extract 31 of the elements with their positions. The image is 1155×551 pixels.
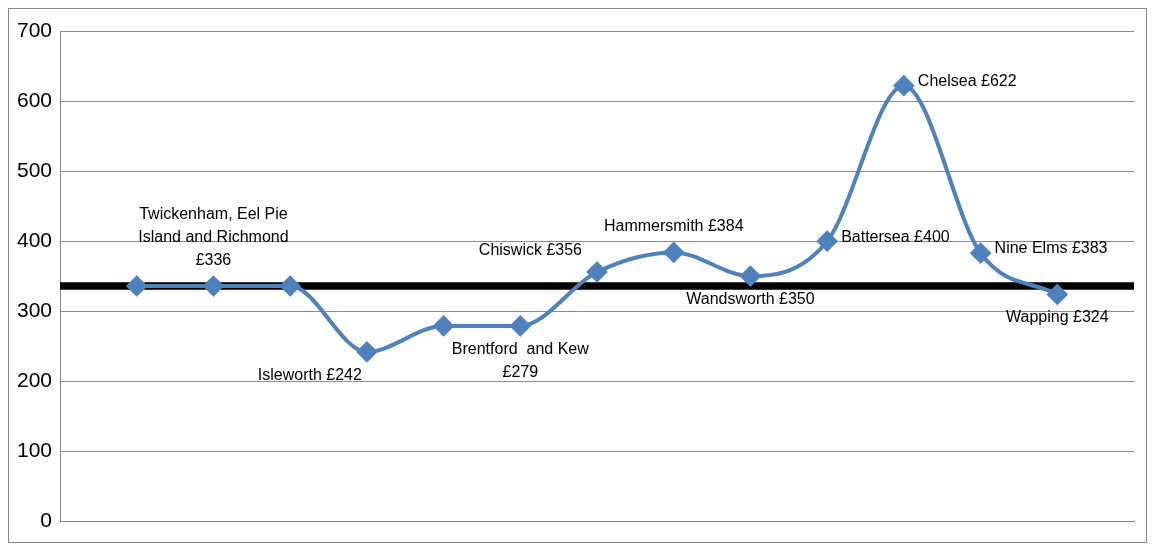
point: [663, 242, 684, 263]
point: [510, 315, 531, 336]
data-label: Wandsworth £350: [686, 290, 815, 308]
point: [970, 243, 991, 264]
point: [817, 231, 838, 252]
y-tick-label: 200: [16, 368, 53, 392]
point: [587, 262, 608, 282]
point: [203, 276, 224, 297]
data-label: Nine Elms £383: [994, 239, 1108, 257]
data-label: Chiswick £356: [478, 240, 583, 258]
data-label: Battersea £400: [841, 227, 950, 245]
data-label: Isleworth £242: [257, 365, 362, 383]
data-label: Hammersmith £384: [603, 217, 744, 235]
y-tick-label: 500: [16, 157, 53, 181]
data-label: Wapping £324: [1005, 308, 1109, 326]
data-label: Twickenham, Eel Pie Island and Richmond £336: [138, 204, 289, 268]
y-tick-label: 700: [16, 17, 53, 41]
point: [1047, 284, 1068, 305]
data-label: Brentford and Kew £279: [451, 339, 590, 380]
point: [740, 266, 761, 287]
point: [280, 276, 301, 297]
point: [893, 75, 914, 96]
y-tick-label: 0: [40, 508, 53, 532]
y-tick-label: 600: [16, 87, 53, 111]
point: [433, 315, 454, 336]
point: [126, 276, 147, 297]
y-tick-label: 300: [16, 298, 53, 322]
data-label: Chelsea £622: [917, 72, 1017, 90]
y-tick-label: 400: [16, 227, 53, 251]
point: [356, 341, 377, 362]
y-tick-label: 100: [16, 438, 53, 462]
